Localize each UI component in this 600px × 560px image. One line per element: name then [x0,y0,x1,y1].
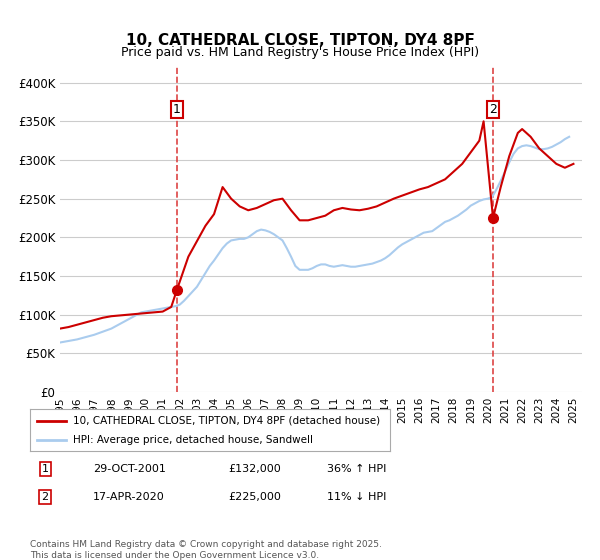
Text: 1: 1 [41,464,49,474]
Text: 29-OCT-2001: 29-OCT-2001 [93,464,166,474]
Text: 17-APR-2020: 17-APR-2020 [93,492,165,502]
Text: 1: 1 [173,103,181,116]
Text: £225,000: £225,000 [228,492,281,502]
Text: 10, CATHEDRAL CLOSE, TIPTON, DY4 8PF (detached house): 10, CATHEDRAL CLOSE, TIPTON, DY4 8PF (de… [73,416,380,426]
Text: £132,000: £132,000 [228,464,281,474]
Text: 10, CATHEDRAL CLOSE, TIPTON, DY4 8PF: 10, CATHEDRAL CLOSE, TIPTON, DY4 8PF [125,32,475,48]
Text: Contains HM Land Registry data © Crown copyright and database right 2025.
This d: Contains HM Land Registry data © Crown c… [30,540,382,560]
Text: 2: 2 [41,492,49,502]
Text: HPI: Average price, detached house, Sandwell: HPI: Average price, detached house, Sand… [73,435,313,445]
Text: 11% ↓ HPI: 11% ↓ HPI [327,492,386,502]
Text: 36% ↑ HPI: 36% ↑ HPI [327,464,386,474]
Text: Price paid vs. HM Land Registry's House Price Index (HPI): Price paid vs. HM Land Registry's House … [121,46,479,59]
Text: 2: 2 [489,103,497,116]
